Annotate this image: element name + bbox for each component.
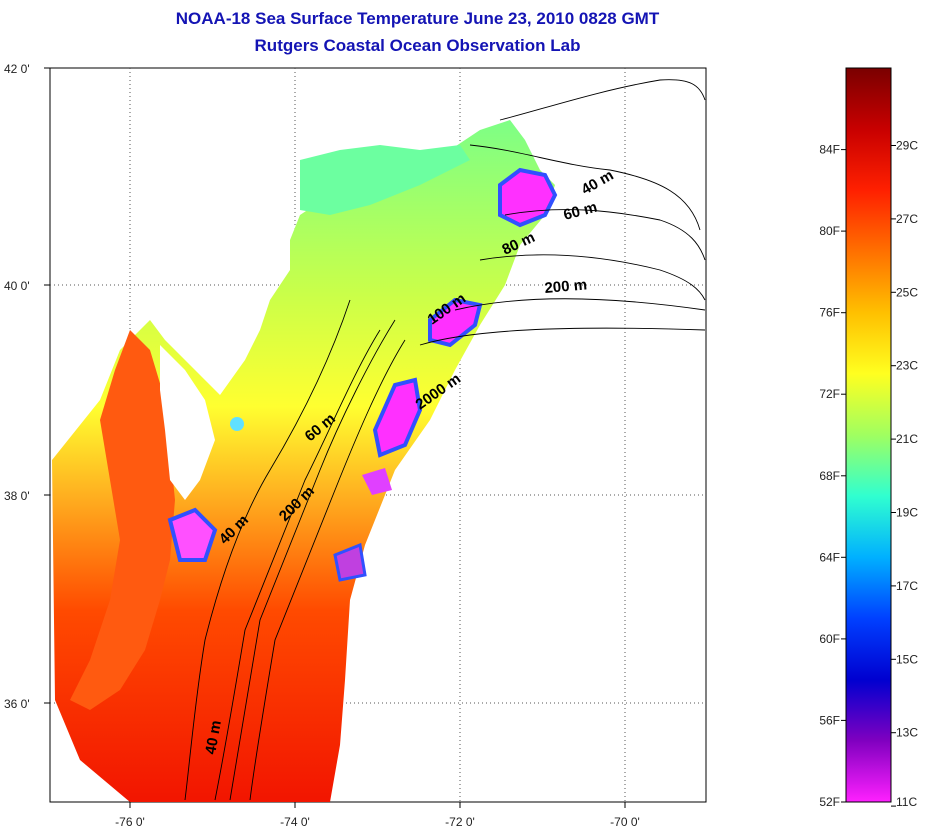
colorbar-f-label: 56F bbox=[819, 713, 840, 727]
delmarva-land bbox=[160, 345, 215, 500]
cold-eddies bbox=[167, 167, 558, 582]
colorbar-f-label: 64F bbox=[819, 550, 840, 564]
colorbar-fahrenheit-labels: 84F 80F 76F 72F 68F 64F 60F 56F 52F bbox=[819, 143, 840, 809]
lon-label: -70 0' bbox=[610, 815, 640, 829]
colorbar bbox=[845, 67, 892, 803]
chesapeake-bay bbox=[70, 330, 175, 710]
colorbar-c-label: 25C bbox=[896, 285, 918, 299]
lon-label: -72 0' bbox=[445, 815, 475, 829]
colorbar-f-label: 84F bbox=[819, 143, 840, 157]
lat-label: 38 0' bbox=[4, 489, 30, 503]
colorbar-f-label: 52F bbox=[819, 795, 840, 809]
colorbar-celsius-labels: 29C 27C 25C 23C 21C 19C 17C 15C 13C 11C bbox=[896, 139, 918, 810]
colorbar-c-label: 23C bbox=[896, 359, 918, 373]
colorbar-c-label: 15C bbox=[896, 652, 918, 666]
colorbar-f-label: 72F bbox=[819, 387, 840, 401]
lat-label: 36 0' bbox=[4, 697, 30, 711]
colorbar-c-label: 19C bbox=[896, 506, 918, 520]
colorbar-c-label: 27C bbox=[896, 212, 918, 226]
lon-label: -74 0' bbox=[280, 815, 310, 829]
colorbar-c-label: 13C bbox=[896, 726, 918, 740]
colorbar-f-label: 76F bbox=[819, 306, 840, 320]
colorbar-c-label: 11C bbox=[896, 795, 917, 809]
sst-swath bbox=[52, 120, 555, 802]
colorbar-c-label: 29C bbox=[896, 139, 918, 153]
colorbar-c-label: 21C bbox=[896, 432, 918, 446]
contour-label: 200 m bbox=[544, 276, 588, 297]
colorbar-f-label: 60F bbox=[819, 632, 840, 646]
colorbar-c-label: 17C bbox=[896, 579, 918, 593]
contour-label: 40 m bbox=[202, 719, 225, 756]
long-island-shelf bbox=[300, 145, 470, 215]
colorbar-f-label: 68F bbox=[819, 469, 840, 483]
map-title: NOAA-18 Sea Surface Temperature June 23,… bbox=[175, 9, 660, 28]
colorbar-f-label: 80F bbox=[819, 224, 840, 238]
lat-label: 42 0' bbox=[4, 62, 30, 76]
colorbar-ticks bbox=[841, 145, 896, 807]
map-subtitle: Rutgers Coastal Ocean Observation Lab bbox=[254, 36, 581, 55]
axis-ticks bbox=[44, 67, 626, 808]
bathymetry-contours bbox=[184, 79, 706, 801]
lon-label: -76 0' bbox=[115, 815, 145, 829]
lat-label: 40 0' bbox=[4, 279, 30, 293]
